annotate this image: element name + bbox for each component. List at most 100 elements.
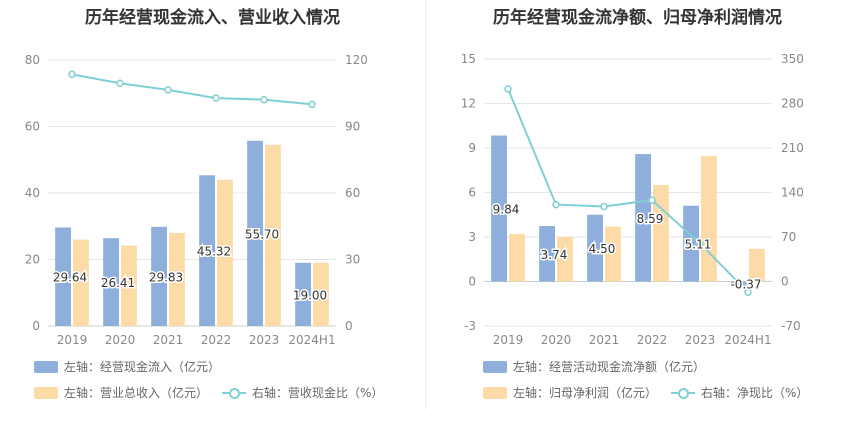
right-axis-tick-label: 60 (345, 186, 360, 200)
ratio-line-point (116, 79, 124, 88)
chart-title: 历年经营现金流净额、归母净利润情况 (493, 8, 782, 28)
bar-primary (295, 262, 311, 326)
bar-primary (635, 154, 651, 282)
right-axis-tick-label: 30 (345, 253, 360, 267)
x-axis-category-label: 2023 (249, 333, 280, 347)
bar-data-label: 26.41 (101, 276, 135, 290)
legend-row-2: 左轴：归母净利润（亿元） 右轴：净现比（%） (483, 384, 822, 401)
bar-data-label: 9.84 (493, 203, 520, 217)
legend-swatch-line (222, 387, 247, 399)
left-axis-tick-label: 80 (25, 53, 40, 67)
legend-item-cash-inflow[interactable]: 左轴：经营现金流入（亿元） (34, 358, 220, 375)
ratio-line-point (212, 94, 220, 102)
legend-label: 左轴：经营现金流入（亿元） (64, 360, 221, 374)
x-axis-category-label: 2024H1 (288, 333, 335, 347)
bar-primary (683, 205, 699, 282)
legend-label: 左轴：归母净利润（亿元） (513, 386, 658, 400)
left-axis-tick-label: 20 (25, 253, 40, 267)
bar-primary (491, 135, 507, 282)
bar-primary (199, 175, 215, 326)
chart-title: 历年经营现金流入、营业收入情况 (85, 8, 340, 28)
legend-swatch-orange (34, 386, 58, 399)
legend-row-2: 左轴：营业总收入（亿元） 右轴：营收现金比（%） (34, 384, 397, 401)
ratio-line-point (552, 200, 560, 209)
right-chart-svg: -3 0 3 6 9 12 15 -70 0 70 140 210 280 350 2019 2020 2021… (461, 52, 804, 347)
legend-item-net-profit[interactable]: 左轴：归母净利润（亿元） (483, 384, 657, 401)
left-axis-tick-label: 9 (468, 141, 476, 155)
bar-data-label: 29.64 (53, 271, 87, 285)
bar-secondary (217, 179, 233, 326)
legend-swatch-line (671, 387, 696, 399)
legend-row-1: 左轴：经营现金流入（亿元） (34, 358, 234, 375)
left-chart-svg: 0 20 40 60 80 0 30 60 90 120 2019 2020 2021 2022 2023 2… (25, 53, 368, 347)
left-axis-tick-label: 40 (25, 186, 40, 200)
left-axis-tick-label: 0 (32, 319, 40, 333)
bar-primary (55, 227, 71, 326)
x-axis-category-label: 2020 (105, 333, 136, 347)
right-axis-tick-label: 0 (781, 275, 789, 289)
bar-data-label: 3.74 (541, 248, 568, 262)
right-axis-tick-label: 70 (781, 230, 796, 244)
legend-item-ratio[interactable]: 右轴：营收现金比（%） (222, 384, 383, 401)
bar-secondary (265, 144, 281, 326)
x-axis-category-label: 2022 (201, 333, 232, 347)
left-axis-tick-label: -3 (464, 319, 476, 333)
bar-secondary (701, 156, 717, 282)
bar-secondary (653, 185, 669, 282)
x-axis-category-label: 2021 (153, 333, 184, 347)
bar-secondary (121, 245, 137, 326)
ratio-line-point (744, 288, 752, 297)
legend-label: 右轴：净现比（%） (701, 386, 809, 400)
left-axis-tick-label: 12 (461, 97, 476, 111)
legend-item-net-cash[interactable]: 左轴：经营活动现金流净额（亿元） (483, 358, 705, 375)
bar-primary (587, 214, 603, 282)
x-axis-category-label: 2023 (685, 333, 716, 347)
bar-data-label: 29.83 (149, 270, 183, 284)
left-axis-tick-label: 60 (25, 120, 40, 134)
bar-data-label: 5.11 (685, 238, 712, 252)
right-axis-tick-label: 120 (345, 53, 368, 67)
ratio-line-point (696, 239, 704, 248)
bar-data-label: 45.32 (197, 245, 231, 259)
bar-secondary (313, 262, 329, 326)
legend-item-ratio[interactable]: 右轴：净现比（%） (671, 384, 808, 401)
x-axis-category-label: 2022 (637, 333, 668, 347)
bar-secondary (73, 239, 89, 326)
left-axis-tick-label: 3 (468, 230, 476, 244)
panel-divider (425, 0, 426, 410)
bar-primary (539, 226, 555, 282)
ratio-line-point (260, 95, 268, 104)
bar-secondary (509, 234, 525, 282)
left-axis-tick-label: 15 (461, 52, 476, 66)
ratio-line (507, 88, 749, 294)
right-axis-tick-label: 280 (781, 97, 804, 111)
bar-secondary (169, 232, 185, 326)
legend-swatch-blue (483, 360, 507, 373)
x-axis-category-label: 2021 (589, 333, 620, 347)
bar-data-label: -0.37 (730, 278, 761, 292)
bar-data-label: 8.59 (637, 212, 664, 226)
bar-secondary (557, 237, 573, 282)
ratio-line (71, 73, 313, 106)
x-axis-category-label: 2019 (57, 333, 88, 347)
ratio-line-point (504, 85, 512, 93)
bar-primary (247, 140, 263, 326)
bar-data-label: 4.50 (589, 242, 616, 256)
left-axis-tick-label: 6 (468, 186, 476, 200)
x-axis-category-label: 2019 (493, 333, 524, 347)
x-axis-category-label: 2024H1 (724, 333, 771, 347)
legend-item-revenue[interactable]: 左轴：营业总收入（亿元） (34, 384, 208, 401)
bar-secondary (749, 248, 765, 282)
ratio-line-point (648, 196, 656, 204)
right-axis-tick-label: 140 (781, 186, 804, 200)
legend-label: 左轴：经营活动现金流净额（亿元） (513, 360, 706, 374)
right-chart-panel: 历年经营现金流净额、归母净利润情况 -3 0 3 6 9 12 15 -70 0 70 140 210… (425, 0, 850, 437)
legend-row-1: 左轴：经营活动现金流净额（亿元） (483, 358, 719, 375)
left-chart-panel: 历年经营现金流入、营业收入情况 0 20 40 60 80 0 30 60 90 120 2019 2… (25, 8, 397, 401)
legend-label: 左轴：营业总收入（亿元） (64, 386, 209, 400)
ratio-line-point (68, 70, 76, 79)
legend-label: 右轴：营收现金比（%） (252, 386, 384, 400)
bar-primary (151, 226, 167, 326)
right-axis-tick-label: 210 (781, 141, 804, 155)
right-axis-tick-label: 0 (345, 319, 353, 333)
